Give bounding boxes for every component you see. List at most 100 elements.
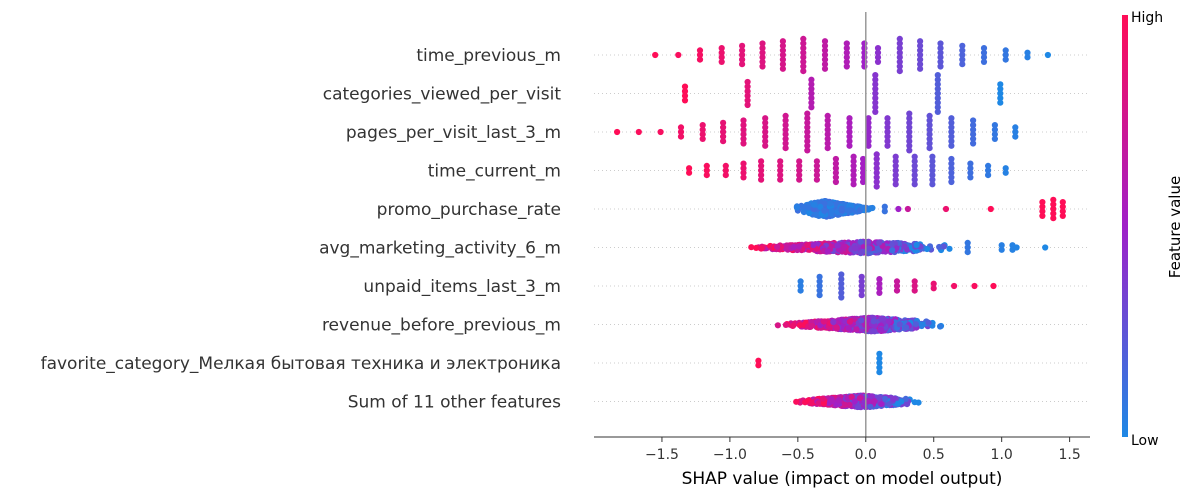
- shap-point: [937, 323, 944, 330]
- shap-point: [830, 318, 837, 326]
- shap-point: [929, 172, 936, 179]
- shap-point: [903, 324, 910, 331]
- shap-point: [985, 162, 992, 169]
- shap-point: [739, 51, 746, 59]
- shap-point: [911, 162, 918, 169]
- shap-point: [740, 140, 747, 147]
- shap-point: [816, 287, 823, 294]
- shap-point: [681, 92, 689, 99]
- shap-point: [762, 142, 769, 149]
- shap-point: [874, 58, 882, 65]
- shap-point: [971, 282, 978, 290]
- shap-point: [937, 45, 944, 52]
- shap-point: [841, 402, 849, 409]
- shap-point: [835, 397, 842, 404]
- shap-point: [718, 49, 725, 56]
- shap-point: [874, 54, 882, 61]
- shap-point: [936, 243, 943, 251]
- shap-point: [777, 172, 784, 179]
- shap-point: [896, 54, 903, 61]
- shap-point: [926, 117, 933, 124]
- shap-point: [838, 271, 845, 278]
- shap-point: [964, 249, 971, 256]
- shap-point: [882, 395, 889, 402]
- shap-point: [1002, 47, 1009, 54]
- shap-point: [884, 119, 891, 126]
- shap-point: [1002, 51, 1009, 59]
- shap-point: [884, 124, 891, 131]
- shap-point: [926, 140, 933, 147]
- shap-point: [997, 99, 1004, 106]
- shap-point: [980, 54, 988, 61]
- shap-point: [892, 172, 899, 179]
- shap-point: [748, 244, 755, 251]
- shap-point: [967, 160, 974, 167]
- shap-point: [860, 174, 867, 181]
- shap-point: [824, 112, 831, 119]
- shap-point: [937, 58, 944, 65]
- shap-point: [884, 138, 891, 145]
- shap-point: [810, 242, 817, 249]
- shap-point: [940, 243, 947, 250]
- shap-point: [860, 178, 867, 186]
- shap-point: [873, 155, 880, 163]
- shap-point: [925, 319, 932, 326]
- shap-point: [800, 58, 807, 65]
- shap-point: [759, 54, 766, 61]
- shap-point: [755, 357, 762, 364]
- shap-point: [896, 40, 903, 47]
- x-axis-title: SHAP value (impact on model output): [682, 469, 1003, 489]
- shap-point: [904, 205, 912, 213]
- shap-point: [821, 38, 829, 45]
- shap-point: [850, 162, 857, 169]
- shap-point: [843, 54, 850, 61]
- shap-point: [703, 162, 710, 169]
- shap-point: [777, 176, 784, 183]
- shap-point: [804, 110, 811, 117]
- shap-point: [843, 40, 850, 47]
- shap-point: [917, 61, 924, 68]
- shap-point: [997, 85, 1004, 92]
- shap-point: [850, 158, 857, 165]
- shap-point: [793, 204, 801, 211]
- shap-point: [871, 398, 878, 405]
- shap-point: [755, 362, 762, 369]
- shap-point: [892, 181, 899, 188]
- shap-point: [934, 90, 941, 97]
- shap-point: [934, 99, 941, 106]
- shap-point: [917, 38, 924, 45]
- shap-point: [1024, 49, 1031, 56]
- shap-point: [948, 160, 955, 167]
- shap-point: [911, 287, 918, 294]
- shap-point: [946, 245, 953, 252]
- shap-point: [762, 115, 769, 122]
- shap-point: [779, 61, 787, 68]
- shap-point: [959, 56, 966, 63]
- shap-point: [858, 282, 865, 290]
- shap-point: [906, 147, 913, 154]
- shap-point: [896, 45, 903, 52]
- shap-point: [777, 162, 784, 169]
- shap-point: [699, 122, 706, 129]
- feature-label: promo_purchase_rate: [377, 200, 561, 220]
- shap-point: [843, 45, 850, 52]
- shap-point: [967, 174, 974, 181]
- shap-point: [740, 126, 747, 133]
- shap-point: [824, 122, 831, 129]
- shap-point: [677, 133, 685, 140]
- shap-point: [720, 133, 727, 140]
- shap-point: [906, 138, 913, 145]
- shap-point: [635, 128, 642, 136]
- shap-point: [894, 400, 902, 407]
- shap-point: [892, 162, 899, 169]
- shap-point: [860, 204, 867, 211]
- shap-point: [813, 176, 821, 183]
- shap-point: [779, 47, 787, 54]
- shap-point: [777, 158, 784, 165]
- shap-point: [824, 117, 831, 124]
- shap-point: [774, 243, 781, 250]
- shap-point: [832, 155, 840, 163]
- shap-point: [843, 63, 850, 70]
- shap-point: [937, 49, 944, 56]
